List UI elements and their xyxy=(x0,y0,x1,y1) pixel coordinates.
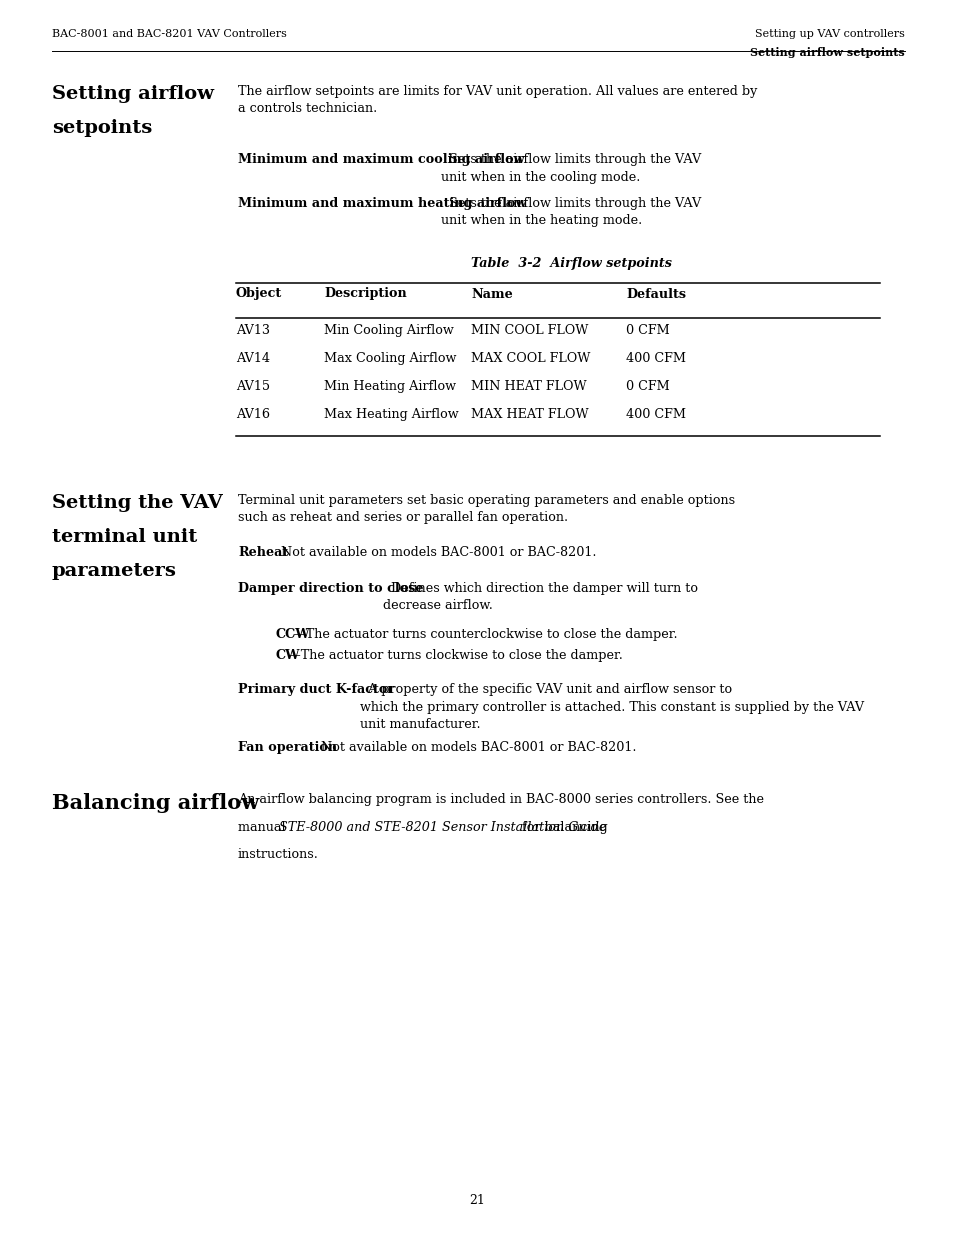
Text: Defaults: Defaults xyxy=(625,288,685,300)
Text: The airflow setpoints are limits for VAV unit operation. All values are entered : The airflow setpoints are limits for VAV… xyxy=(237,85,757,116)
Text: —The actuator turns counterclockwise to close the damper.: —The actuator turns counterclockwise to … xyxy=(294,629,678,641)
Text: 0 CFM: 0 CFM xyxy=(625,380,669,393)
Text: Fan operation: Fan operation xyxy=(237,741,336,755)
Text: CW: CW xyxy=(275,650,300,662)
Text: Primary duct K-factor: Primary duct K-factor xyxy=(237,683,394,697)
Text: Setting airflow setpoints: Setting airflow setpoints xyxy=(749,47,904,58)
Text: Defines which direction the damper will turn to
decrease airflow.: Defines which direction the damper will … xyxy=(382,582,698,613)
Text: Setting airflow: Setting airflow xyxy=(52,85,213,103)
Text: Max Cooling Airflow: Max Cooling Airflow xyxy=(324,352,456,366)
Text: 21: 21 xyxy=(469,1194,484,1207)
Text: MAX COOL FLOW: MAX COOL FLOW xyxy=(471,352,590,366)
Text: Name: Name xyxy=(471,288,512,300)
Text: Minimum and maximum heating airflow: Minimum and maximum heating airflow xyxy=(237,196,526,210)
Text: manual: manual xyxy=(237,821,290,834)
Text: Min Heating Airflow: Min Heating Airflow xyxy=(324,380,456,393)
Text: parameters: parameters xyxy=(52,562,176,580)
Text: AV13: AV13 xyxy=(235,324,270,337)
Text: Sets the airflow limits through the VAV
unit when in the heating mode.: Sets the airflow limits through the VAV … xyxy=(440,196,700,227)
Text: Setting the VAV: Setting the VAV xyxy=(52,494,222,513)
Text: Balancing airflow: Balancing airflow xyxy=(52,794,259,814)
Text: Max Heating Airflow: Max Heating Airflow xyxy=(324,408,458,421)
Text: Reheat: Reheat xyxy=(237,546,288,559)
Text: 0 CFM: 0 CFM xyxy=(625,324,669,337)
Text: A property of the specific VAV unit and airflow sensor to
which the primary cont: A property of the specific VAV unit and … xyxy=(359,683,863,731)
Text: Minimum and maximum cooling airflow: Minimum and maximum cooling airflow xyxy=(237,153,524,165)
Text: Setting up VAV controllers: Setting up VAV controllers xyxy=(755,28,904,40)
Text: AV14: AV14 xyxy=(235,352,270,366)
Text: MAX HEAT FLOW: MAX HEAT FLOW xyxy=(471,408,588,421)
Text: 400 CFM: 400 CFM xyxy=(625,408,685,421)
Text: MIN COOL FLOW: MIN COOL FLOW xyxy=(471,324,588,337)
Text: instructions.: instructions. xyxy=(237,848,318,862)
Text: MIN HEAT FLOW: MIN HEAT FLOW xyxy=(471,380,586,393)
Text: AV16: AV16 xyxy=(235,408,270,421)
Text: Terminal unit parameters set basic operating parameters and enable options
such : Terminal unit parameters set basic opera… xyxy=(237,494,735,525)
Text: Not available on models BAC-8001 or BAC-8201.: Not available on models BAC-8001 or BAC-… xyxy=(273,546,596,559)
Text: Not available on models BAC-8001 or BAC-8201.: Not available on models BAC-8001 or BAC-… xyxy=(314,741,637,755)
Text: AV15: AV15 xyxy=(235,380,270,393)
Text: Object: Object xyxy=(235,288,282,300)
Text: CCW: CCW xyxy=(275,629,311,641)
Text: STE-8000 and STE-8201 Sensor Installation Guide: STE-8000 and STE-8201 Sensor Installatio… xyxy=(278,821,605,834)
Text: Sets the airflow limits through the VAV
unit when in the cooling mode.: Sets the airflow limits through the VAV … xyxy=(440,153,700,184)
Text: Damper direction to close: Damper direction to close xyxy=(237,582,423,595)
Text: terminal unit: terminal unit xyxy=(52,529,197,546)
Text: An airflow balancing program is included in BAC-8000 series controllers. See the: An airflow balancing program is included… xyxy=(237,794,763,806)
Text: Min Cooling Airflow: Min Cooling Airflow xyxy=(324,324,454,337)
Text: Description: Description xyxy=(324,288,406,300)
Text: for balancing: for balancing xyxy=(517,821,608,834)
Text: —The actuator turns clockwise to close the damper.: —The actuator turns clockwise to close t… xyxy=(287,650,621,662)
Text: setpoints: setpoints xyxy=(52,119,152,137)
Text: Table  3-2  Airflow setpoints: Table 3-2 Airflow setpoints xyxy=(471,257,671,269)
Text: 400 CFM: 400 CFM xyxy=(625,352,685,366)
Text: BAC-8001 and BAC-8201 VAV Controllers: BAC-8001 and BAC-8201 VAV Controllers xyxy=(52,28,287,40)
